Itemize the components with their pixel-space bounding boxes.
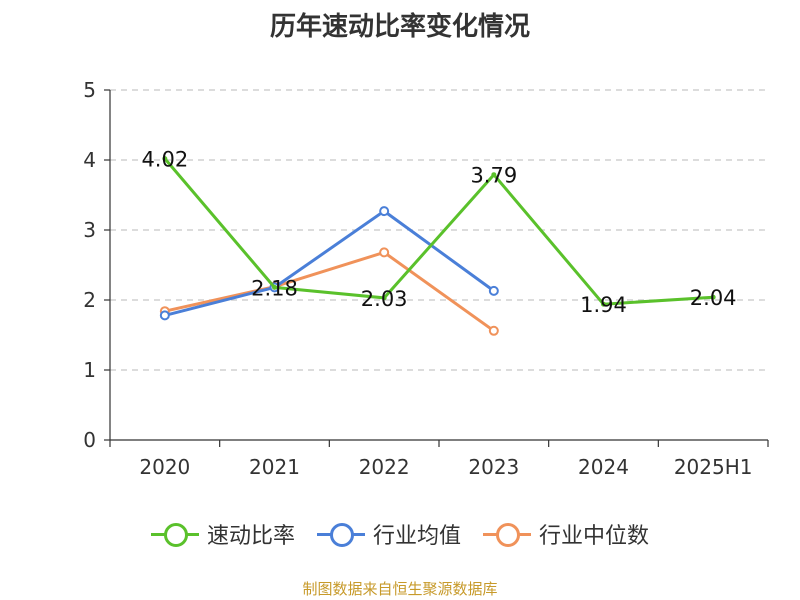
data-label: 3.79 [470,164,517,188]
data-label: 2.18 [251,276,298,300]
y-tick-label: 3 [83,218,96,242]
grid-lines [110,89,768,371]
data-point[interactable] [601,301,606,307]
legend-swatch-icon [483,522,531,547]
data-point[interactable] [379,247,390,258]
y-tick-label: 5 [83,78,96,102]
x-tick-label: 2023 [468,455,519,479]
x-tick-label: 2020 [139,455,190,479]
series-line [164,250,495,333]
data-label: 1.94 [580,293,627,317]
x-tick-label: 2025H1 [674,455,753,479]
data-label: 2.04 [690,286,737,310]
data-point[interactable] [162,156,168,162]
series-line [164,209,495,317]
y-tick-label: 2 [83,288,96,312]
chart-title: 历年速动比率变化情况 [269,12,530,42]
legend-item-speed-ratio[interactable]: 速动比率 [150,518,295,550]
data-point[interactable] [710,294,716,300]
data-point[interactable] [488,285,499,296]
x-tick-label: 2022 [359,455,410,479]
data-source: 制图数据来自恒生聚源数据库 [302,580,498,598]
data-label: 2.03 [361,287,408,311]
legend-swatch-icon [316,522,365,547]
y-tick-label: 4 [83,148,96,172]
data-point[interactable] [488,325,499,336]
legend-label: 行业中位数 [539,524,650,549]
legend[interactable]: 速动比率 行业均值 行业中位数 [0,518,800,550]
data-point[interactable] [491,172,497,178]
legend-item-industry-median[interactable]: 行业中位数 [483,518,649,550]
data-label: 4.02 [141,148,188,172]
data-point[interactable] [272,284,277,290]
x-tick-label: 2021 [249,455,300,479]
data-point[interactable] [379,206,390,217]
axes: 0 1 2 3 4 5 2020 2021 2022 2023 2024 2025H1 [83,78,769,479]
series-line [163,157,714,306]
data-point[interactable] [381,295,387,301]
data-point[interactable] [159,310,170,321]
legend-label: 行业均值 [372,524,461,549]
y-tick-label: 0 [83,428,96,452]
legend-swatch-icon [150,522,199,547]
data-labels: 4.02 2.18 2.03 3.79 1.94 2.04 [141,148,736,318]
y-tick-label: 1 [83,358,96,382]
legend-label: 速动比率 [206,524,295,549]
series-group [159,156,716,336]
x-tick-label: 2024 [578,455,629,479]
legend-item-industry-mean[interactable]: 行业均值 [316,518,461,550]
